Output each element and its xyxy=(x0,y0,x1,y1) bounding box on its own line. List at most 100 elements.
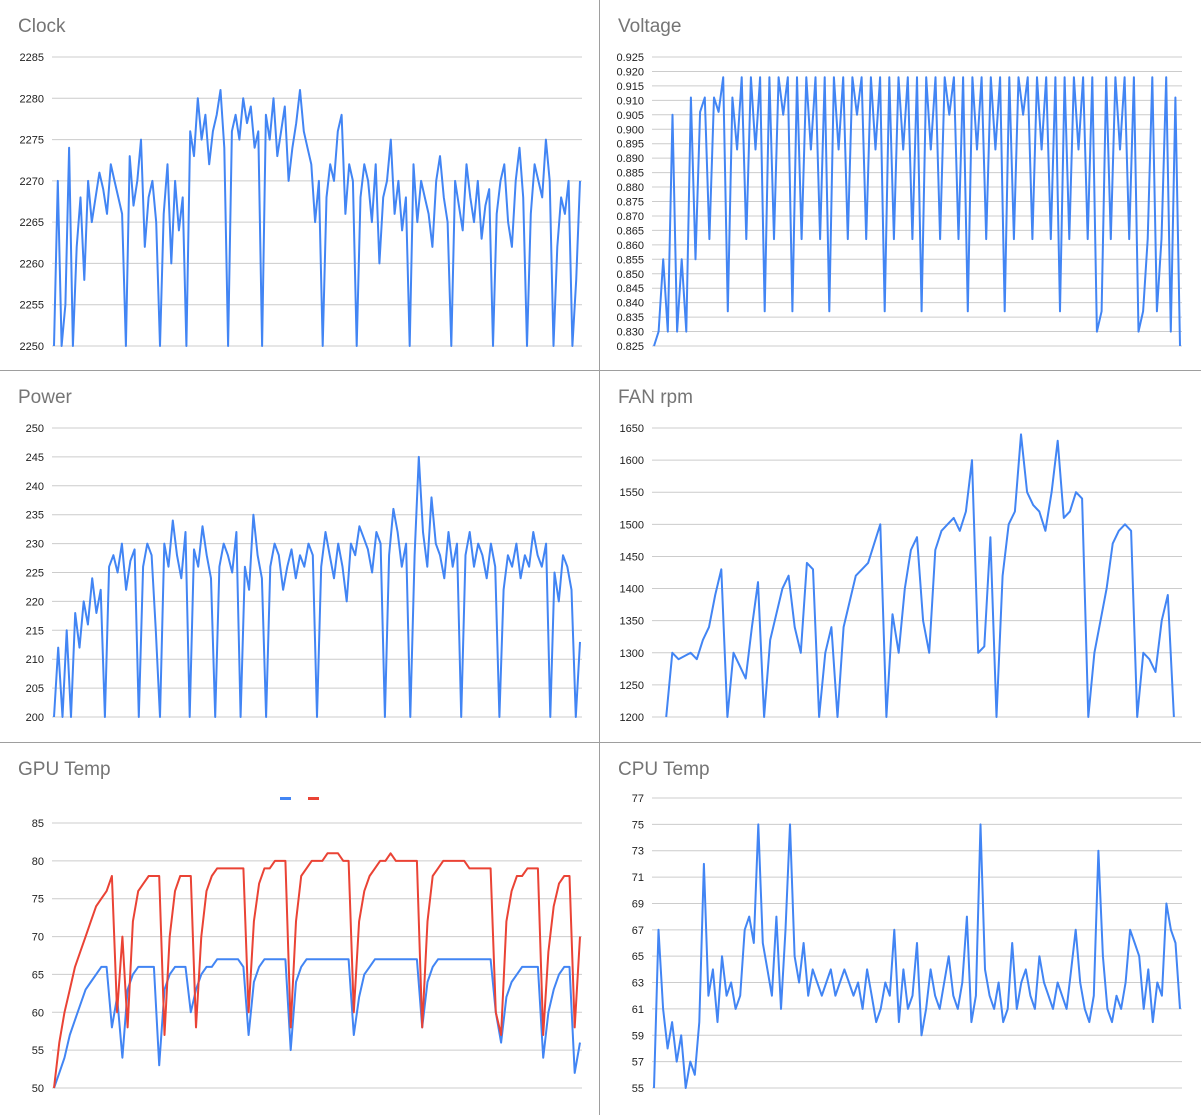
cputemp-y-tick-label: 69 xyxy=(632,898,644,910)
horizontal-divider-2 xyxy=(0,742,1201,743)
cputemp-y-tick-label: 75 xyxy=(632,819,644,831)
gputemp-y-tick-label: 55 xyxy=(32,1045,44,1057)
fan-y-tick-label: 1500 xyxy=(620,519,644,531)
voltage-chart: Voltage 0.825 0.830 0.835 0.840 0.845 0.850 0.… xyxy=(600,0,1201,370)
voltage-y-tick-label: 0.920 xyxy=(616,66,644,78)
clock-chart-title: Clock xyxy=(18,16,66,37)
voltage-y-tick-label: 0.840 xyxy=(616,298,644,310)
fan-chart: FAN rpm 1200 1250 1300 1350 1400 1450 1500 1550… xyxy=(600,371,1201,741)
fan-y-tick-label: 1350 xyxy=(620,616,644,628)
fan-y-tick-label: 1600 xyxy=(620,455,644,467)
voltage-y-tick-label: 0.860 xyxy=(616,240,644,252)
clock-y-tick-label: 2285 xyxy=(20,52,44,64)
power-y-tick-label: 200 xyxy=(26,712,44,724)
voltage-y-tick-label: 0.825 xyxy=(616,341,644,353)
power-y-tick-label: 225 xyxy=(26,568,44,580)
horizontal-divider-1 xyxy=(0,370,1201,371)
voltage-chart-svg: 0.825 0.830 0.835 0.840 0.845 0.850 0.855 0.860… xyxy=(616,52,1182,353)
cpu-temp-chart: CPU Temp 55 57 59 61 63 65 67 69 71 73 75 77 xyxy=(600,743,1201,1115)
power-y-tick-label: 245 xyxy=(26,452,44,464)
voltage-series-1-line xyxy=(653,76,1181,347)
clock-y-tick-label: 2250 xyxy=(20,341,44,353)
fan-chart-title: FAN rpm xyxy=(618,387,693,408)
gpu-temp-chart: GPU Temp 50 55 60 65 70 75 80 85 xyxy=(0,743,599,1115)
legend-swatch-series-1[interactable] xyxy=(280,797,291,800)
power-y-tick-label: 230 xyxy=(26,539,44,551)
power-y-tick-label: 235 xyxy=(26,510,44,522)
voltage-y-tick-label: 0.875 xyxy=(616,197,644,209)
fan-y-tick-label: 1450 xyxy=(620,551,644,563)
voltage-y-tick-label: 0.895 xyxy=(616,139,644,151)
vertical-divider xyxy=(599,0,600,1115)
cputemp-y-tick-label: 61 xyxy=(632,1004,644,1016)
clock-y-tick-label: 2255 xyxy=(20,300,44,312)
legend-swatch-series-2[interactable] xyxy=(308,797,319,800)
clock-y-tick-label: 2260 xyxy=(20,258,44,270)
gputemp-series-1-line xyxy=(53,958,581,1089)
voltage-y-tick-label: 0.830 xyxy=(616,327,644,339)
cputemp-y-tick-label: 71 xyxy=(632,872,644,884)
cpu-temp-chart-svg: 55 57 59 61 63 65 67 69 71 73 75 77 xyxy=(632,793,1182,1095)
voltage-y-tick-label: 0.925 xyxy=(616,52,644,64)
fan-y-tick-label: 1400 xyxy=(620,584,644,596)
gputemp-y-tick-label: 70 xyxy=(32,932,44,944)
gputemp-y-tick-label: 50 xyxy=(32,1083,44,1095)
fan-series-1-line xyxy=(665,433,1175,718)
voltage-y-tick-label: 0.880 xyxy=(616,182,644,194)
clock-chart-svg: 2250 2255 2260 2265 2270 2275 2280 2285 xyxy=(20,52,582,353)
voltage-y-tick-label: 0.850 xyxy=(616,269,644,281)
gputemp-y-tick-label: 85 xyxy=(32,818,44,830)
voltage-y-tick-label: 0.865 xyxy=(616,225,644,237)
power-y-tick-label: 205 xyxy=(26,683,44,695)
power-y-tick-label: 210 xyxy=(26,654,44,666)
power-y-tick-label: 215 xyxy=(26,625,44,637)
cputemp-y-tick-label: 55 xyxy=(632,1083,644,1095)
gputemp-y-tick-label: 75 xyxy=(32,894,44,906)
voltage-y-tick-label: 0.855 xyxy=(616,254,644,266)
clock-y-tick-label: 2275 xyxy=(20,135,44,147)
voltage-y-tick-label: 0.870 xyxy=(616,211,644,223)
cputemp-y-tick-label: 57 xyxy=(632,1057,644,1069)
voltage-y-tick-label: 0.905 xyxy=(616,110,644,122)
gpu-temp-chart-title: GPU Temp xyxy=(18,759,111,780)
cpu-temp-chart-title: CPU Temp xyxy=(618,759,710,780)
cputemp-y-tick-label: 73 xyxy=(632,846,644,858)
cputemp-y-tick-label: 65 xyxy=(632,951,644,963)
gputemp-series-2-line xyxy=(53,852,581,1089)
cputemp-y-tick-label: 77 xyxy=(632,793,644,805)
power-chart-svg: 200 205 210 215 220 225 230 235 240 245 250 xyxy=(26,423,582,724)
power-y-tick-label: 240 xyxy=(26,481,44,493)
voltage-chart-title: Voltage xyxy=(618,16,682,37)
voltage-y-tick-label: 0.890 xyxy=(616,153,644,165)
clock-series-1-line xyxy=(53,89,581,347)
power-series-1-line xyxy=(53,455,581,718)
gputemp-y-tick-label: 60 xyxy=(32,1007,44,1019)
fan-y-tick-label: 1200 xyxy=(620,712,644,724)
fan-y-tick-label: 1550 xyxy=(620,487,644,499)
clock-y-tick-label: 2270 xyxy=(20,176,44,188)
clock-chart: Clock 2250 2255 2260 2265 2270 2275 2280 2285 xyxy=(0,0,599,370)
clock-y-tick-label: 2280 xyxy=(20,93,44,105)
cputemp-y-tick-label: 67 xyxy=(632,925,644,937)
gputemp-y-tick-label: 65 xyxy=(32,969,44,981)
voltage-y-tick-label: 0.845 xyxy=(616,283,644,295)
voltage-y-tick-label: 0.910 xyxy=(616,95,644,107)
voltage-y-tick-label: 0.915 xyxy=(616,81,644,93)
voltage-y-tick-label: 0.900 xyxy=(616,124,644,136)
gpu-temp-chart-svg: 50 55 60 65 70 75 80 85 xyxy=(32,818,582,1095)
fan-chart-svg: 1200 1250 1300 1350 1400 1450 1500 1550 1600 1650 xyxy=(620,423,1182,724)
voltage-y-tick-label: 0.885 xyxy=(616,168,644,180)
cputemp-series-1-line xyxy=(653,823,1181,1089)
fan-y-tick-label: 1650 xyxy=(620,423,644,435)
gputemp-y-tick-label: 80 xyxy=(32,856,44,868)
cputemp-y-tick-label: 63 xyxy=(632,978,644,990)
clock-y-tick-label: 2265 xyxy=(20,217,44,229)
power-y-tick-label: 220 xyxy=(26,596,44,608)
fan-y-tick-label: 1300 xyxy=(620,648,644,660)
power-chart-title: Power xyxy=(18,387,72,408)
power-y-tick-label: 250 xyxy=(26,423,44,435)
fan-y-tick-label: 1250 xyxy=(620,680,644,692)
voltage-y-tick-label: 0.835 xyxy=(616,312,644,324)
cputemp-y-tick-label: 59 xyxy=(632,1030,644,1042)
power-chart: Power 200 205 210 215 220 225 230 235 240 245 250 xyxy=(0,371,599,741)
